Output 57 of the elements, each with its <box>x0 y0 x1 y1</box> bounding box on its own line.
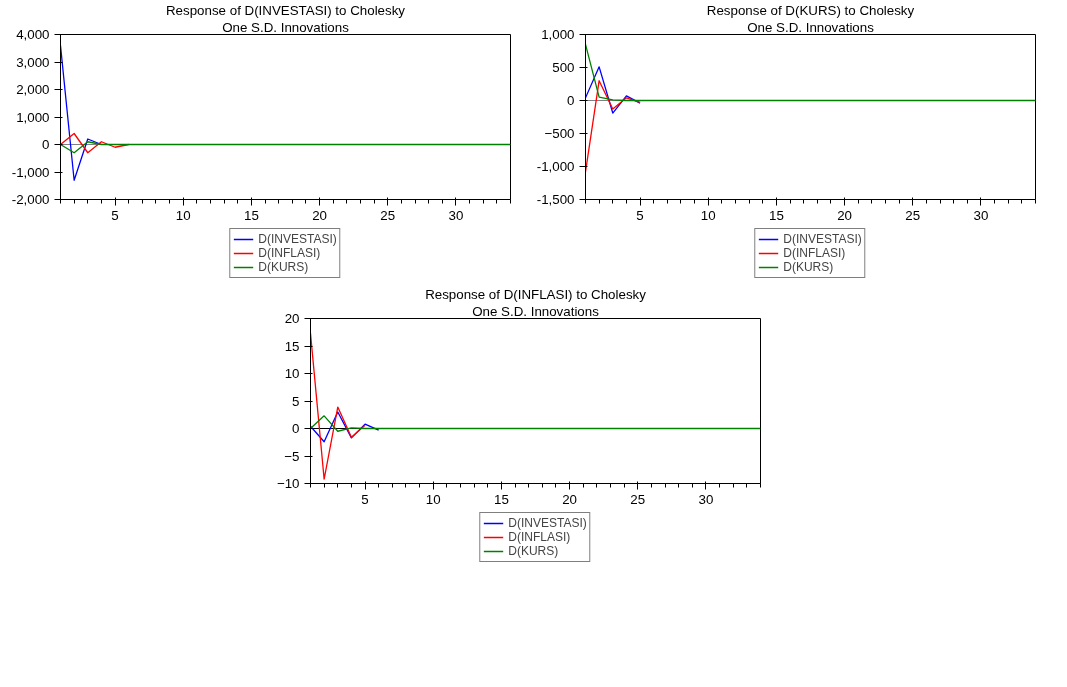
chart-title: Response of D(INFLASI) to Cholesky <box>425 286 647 302</box>
x-tick-label: 25 <box>905 207 921 223</box>
y-tick-label: -1,500 <box>536 192 575 207</box>
y-tick-label: 0 <box>567 93 575 108</box>
legend-label: D(KURS) <box>258 260 309 274</box>
y-tick-label: −500 <box>544 126 575 141</box>
x-tick-label: 5 <box>361 491 369 507</box>
legend-label: D(KURS) <box>783 260 834 274</box>
x-tick-label: 30 <box>973 207 989 223</box>
x-tick-label: 15 <box>244 207 259 223</box>
chart-subtitle: One S.D. Innovations <box>222 19 350 35</box>
legend-label: D(INFLASI) <box>783 246 846 260</box>
x-tick-label: 10 <box>175 207 191 223</box>
line-series <box>310 411 380 443</box>
y-tick-label: -2,000 <box>11 192 50 207</box>
x-tick-label: 25 <box>630 491 646 507</box>
legend-label: D(INVESTASI) <box>783 232 862 246</box>
x-tick-label: 15 <box>494 491 509 507</box>
legend-label: D(KURS) <box>508 544 559 558</box>
legend-label: D(INVESTASI) <box>258 232 337 246</box>
y-tick-label: −10 <box>276 476 300 491</box>
y-tick-label: 15 <box>284 338 300 354</box>
chart-title: Response of D(KURS) to Cholesky <box>706 2 915 18</box>
x-tick-label: 10 <box>425 491 441 507</box>
y-tick-label: 1,000 <box>16 109 50 125</box>
y-tick-label: 500 <box>552 60 575 75</box>
x-tick-label: 5 <box>636 207 644 223</box>
chart-subtitle: One S.D. Innovations <box>747 19 875 35</box>
legend-label: D(INFLASI) <box>508 530 571 544</box>
chart-subtitle: One S.D. Innovations <box>472 303 600 319</box>
line-series <box>60 132 130 154</box>
legend-label: D(INVESTASI) <box>508 516 587 530</box>
x-tick-label: 25 <box>380 207 396 223</box>
x-tick-label: 15 <box>769 207 784 223</box>
x-tick-label: 20 <box>837 207 853 223</box>
y-tick-label: -1,000 <box>536 159 575 174</box>
y-tick-label: 1,000 <box>541 27 575 42</box>
x-tick-label: 10 <box>700 207 716 223</box>
x-tick-label: 5 <box>111 207 119 223</box>
x-tick-label: 30 <box>698 491 714 507</box>
y-tick-label: 0 <box>42 137 50 152</box>
line-series <box>585 43 1036 102</box>
y-tick-label: 2,000 <box>16 82 50 97</box>
line-series <box>585 66 641 114</box>
legend-label: D(INFLASI) <box>258 246 321 260</box>
y-tick-label: 0 <box>292 421 300 436</box>
chart-title: Response of D(INVESTASI) to Cholesky <box>166 2 406 18</box>
line-series <box>310 415 761 432</box>
y-tick-label: 4,000 <box>16 27 50 42</box>
y-tick-label: 3,000 <box>16 54 50 70</box>
x-tick-label: 30 <box>448 207 464 223</box>
y-tick-label: −5 <box>284 448 300 464</box>
y-tick-label: 5 <box>292 393 300 409</box>
y-tick-label: -1,000 <box>11 164 50 180</box>
y-tick-label: 10 <box>284 366 300 381</box>
y-tick-label: 20 <box>284 311 300 326</box>
x-tick-label: 20 <box>312 207 328 223</box>
